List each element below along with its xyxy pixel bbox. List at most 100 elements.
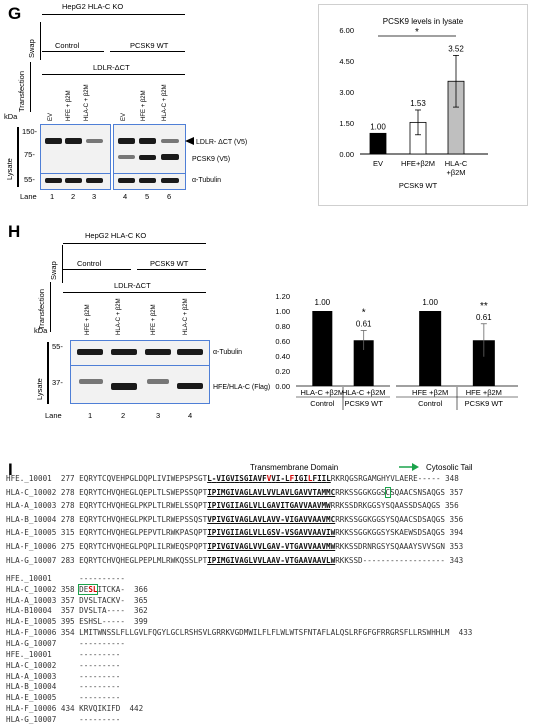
lane-number-2: 2 (121, 411, 126, 420)
sequence-name: HLA-A_10003 (6, 595, 61, 605)
y-tick-label: 0.40 (275, 352, 290, 361)
sequence-segment: SQAACSNSAQGS (390, 487, 445, 497)
sequence-start: 315 (60, 528, 80, 538)
sequence-start (61, 639, 79, 648)
y-tick-label: 0.20 (275, 367, 290, 376)
sequence-end: 343 (444, 555, 464, 565)
lane-label-2: HLA-C + β2M (116, 298, 122, 335)
sequence-segment: RRKSSGGKGGSYSQAACSDSAQGS (335, 514, 445, 524)
alignment-row: HLA-A_10003 278 EQRYTCHVQHEGLPKPLTLRWELS… (6, 499, 459, 512)
sequence-name: HFE._10001 (6, 474, 61, 483)
alignment-row: HLA-A_10003 357 DVSLTACKV- 365 (6, 594, 148, 607)
lane-label-4: EV (121, 112, 127, 121)
residue: L (326, 474, 331, 483)
divider-line (62, 245, 63, 283)
sequence-start: 358 (60, 584, 80, 594)
sequence-start: 278 (60, 487, 80, 497)
sequence-segment: EQRYTCHVQHEGLPQPLILRWEQSPQPT (79, 542, 208, 551)
sequence-name: HLA-G_10007 (6, 555, 61, 565)
bracket-line (63, 269, 131, 270)
band-label-flag: HFE/HLA-C (Flag) (213, 384, 271, 391)
blot-band (139, 155, 156, 160)
cyto-tail-label: Cytosolic Tail (426, 463, 473, 472)
panel-letter-g: G (8, 4, 22, 23)
sequence-segment: --------- (79, 660, 121, 670)
divider-line (40, 22, 41, 60)
band-label-tubulin: α-Tubulin (213, 349, 243, 356)
alignment-row: HLA-E_10005 315 EQRYTCHVQHEGLPEPVTLRWKPA… (6, 526, 463, 539)
sequence-name: HLA-B10004 (6, 606, 61, 616)
residue: I (220, 474, 226, 483)
sequence-segment: RRKSSDRKGGSYSQAASSDSAQGS (330, 501, 441, 511)
data-label: 1.00 (315, 298, 331, 307)
y-tick-label: 0.60 (275, 337, 290, 346)
sequence-start: 278 (60, 514, 80, 524)
transmembrane-segment: IPIMGIVAGLVVLAAV-VTGAAVAAVLW (207, 555, 336, 565)
x-tick-label: HFE +β2M (466, 388, 502, 397)
residue: I (234, 474, 240, 483)
alignment-row: HLA-G_10007 ---------- (6, 637, 125, 650)
lane-label-6: HLA-C + β2M (162, 84, 168, 121)
blot-band (161, 178, 179, 183)
lane-title: Lane (45, 411, 62, 420)
sequence-segment: LMITWNSSLFLLGVLFQGYLGCLRSHSVLGRRKVGDMWIL… (79, 628, 450, 637)
transmembrane-segment: IPIMGIVAGLAVLVVLAVLGAVVTAMMC (207, 487, 336, 497)
group-label: PCSK9 WT (345, 399, 384, 408)
residue: I (275, 474, 281, 483)
residue: F (312, 474, 318, 483)
bracket-line (137, 269, 206, 270)
transmembrane-segment: IPIVGIVAGLVVLGAV-VTGAVVAAVMW (207, 542, 336, 551)
sequence-name: HLA-C_10002 (6, 660, 61, 670)
blot-divider (71, 365, 209, 366)
sequence-start: 434 (60, 704, 80, 713)
sequence-start (61, 682, 79, 691)
sequence-name: HLA-B_10004 (6, 682, 61, 692)
sequence-segment: --------- (79, 682, 121, 692)
residue: F (262, 474, 267, 483)
alignment-row: HLA-C_10002 278 EQRYTCHVQHEGLQEPLTLSWEPS… (6, 486, 463, 499)
residue: A (252, 474, 258, 483)
residue: L (285, 474, 290, 483)
sequence-segment: EQRYTCHVQHEGLQEPLTLSWEPSSQPT (79, 487, 208, 497)
alignment-row: HLA-C_10002 358 DESLITCKA- 366 (6, 583, 148, 596)
sequence-end: 353 (444, 542, 464, 551)
lysate-label: Lysate (5, 158, 14, 180)
tm-domain-label: Transmembrane Domain (250, 463, 339, 472)
blot-band (86, 178, 103, 183)
blot-band (45, 138, 62, 144)
data-label: 1.00 (370, 122, 386, 131)
blot-panel-h (70, 340, 210, 404)
sequence-segment: DVSLTA---- (79, 606, 125, 616)
sequence-segment: ESHSL----- (79, 617, 125, 627)
blot-band (161, 154, 179, 160)
sequence-start: 278 (60, 501, 80, 511)
sequence-end: 433 (449, 628, 473, 637)
sequence-name: HFE._10001 (6, 574, 61, 583)
panel-letter-i: I (8, 460, 13, 479)
blot-band (45, 178, 62, 183)
residue: - (280, 474, 286, 483)
band-label-tubulin: α-Tubulin (192, 177, 222, 184)
lysate-bar (17, 127, 19, 187)
alignment-row: HLA-F_10006 434 KRVQIKIFD 442 (6, 702, 143, 715)
pcsk9-wt-label: PCSK9 WT (130, 41, 169, 50)
bracket-line (63, 292, 206, 293)
residue: L (307, 474, 313, 483)
blot-divider (41, 173, 110, 174)
residue: I (303, 474, 308, 483)
residue: G (298, 474, 304, 483)
blot-band (111, 349, 137, 355)
sequence-name: HLA-F_10006 (6, 542, 61, 551)
data-label: 3.52 (448, 44, 464, 53)
residue: V (257, 474, 263, 483)
residue: S (239, 474, 244, 483)
residue: G (225, 474, 231, 483)
blot-band (118, 155, 135, 159)
ldlr-label: LDLR-ΔCT (114, 281, 151, 290)
arrow-left-icon (185, 137, 194, 145)
lane-label-2: HFE + β2M (66, 90, 72, 121)
chart-hfe-quant: 1.00 HFE +β2M Control 0.61 HFE +β2M PCSK9 WT *… (396, 298, 518, 410)
bar (419, 311, 442, 386)
y-tick-label: 1.50 (339, 119, 354, 128)
lane-number-5: 5 (145, 192, 150, 201)
